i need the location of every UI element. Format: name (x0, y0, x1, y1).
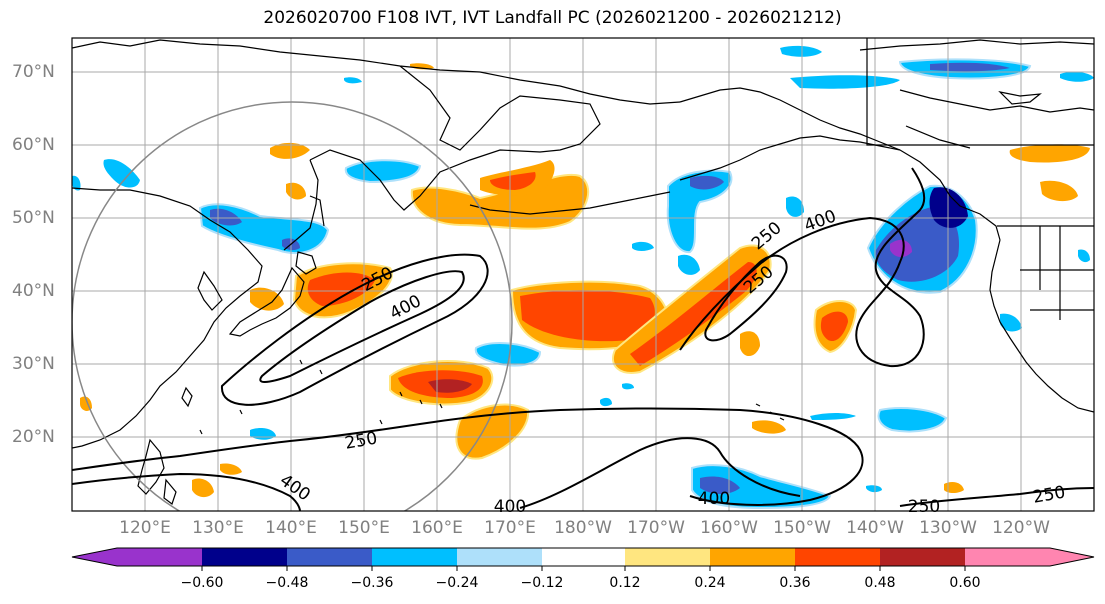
lon-label: 150°W (773, 518, 831, 538)
lon-label: 120°W (992, 518, 1050, 538)
colorbar-swatch (457, 548, 542, 566)
contour-label: 250 (343, 428, 378, 453)
colorbar-tick-label: −0.12 (520, 575, 564, 591)
contour-label: 400 (698, 489, 730, 509)
colorbar-extend-high (1050, 548, 1094, 566)
lat-label: 50°N (12, 208, 55, 228)
colorbar-tick-label: 0.24 (694, 575, 726, 591)
negative-anomaly-regions (72, 45, 1094, 510)
lat-label: 30°N (12, 354, 55, 374)
coastlines (72, 38, 1094, 505)
chart-title: 2026020700 F108 IVT, IVT Landfall PC (20… (263, 8, 842, 28)
lon-label: 130°E (192, 518, 244, 538)
lat-label: 70°N (12, 62, 55, 82)
colorbar-tick-label: 0.48 (864, 575, 896, 591)
lon-label: 180°W (554, 518, 612, 538)
colorbar (71, 547, 1095, 571)
radius-circle (72, 101, 513, 511)
colorbar-swatch (710, 548, 795, 566)
lon-label: 130°W (919, 518, 977, 538)
colorbar-swatch (625, 548, 710, 566)
colorbar-swatch (965, 548, 1050, 566)
colorbar-outline (71, 547, 1095, 567)
lat-label: 20°N (12, 427, 55, 447)
colorbar-extend-low (72, 548, 117, 566)
colorbar-swatch (117, 548, 202, 566)
lon-label: 170°E (484, 518, 536, 538)
colorbar-tick-label: −0.24 (435, 575, 479, 591)
colorbar-swatch (795, 548, 880, 566)
lon-label: 140°E (265, 518, 317, 538)
lon-label: 160°E (411, 518, 463, 538)
lon-label: 140°W (846, 518, 904, 538)
map-frame (71, 37, 1095, 512)
colorbar-tick-label: −0.60 (180, 575, 224, 591)
contour-label: 400 (387, 291, 425, 324)
lon-label: 170°W (627, 518, 685, 538)
colorbar-tick-label: 0.36 (779, 575, 811, 591)
lat-label: 60°N (12, 135, 55, 155)
colorbar-swatch (542, 548, 625, 566)
colorbar-tick-label: −0.48 (265, 575, 309, 591)
contour-label: 400 (494, 497, 526, 517)
colorbar-swatch (287, 548, 372, 566)
colorbar-swatch (880, 548, 965, 566)
gridlines (72, 38, 1094, 511)
colorbar-swatch (372, 548, 457, 566)
lon-label: 150°E (338, 518, 390, 538)
colorbar-tick-label: −0.36 (350, 575, 394, 591)
lat-label: 40°N (12, 281, 55, 301)
colorbar-swatch (202, 548, 287, 566)
ivt-contours (72, 167, 1094, 511)
colorbar-tick-label: 0.12 (609, 575, 641, 591)
colorbar-tick-label: 0.60 (949, 575, 981, 591)
contour-label: 250 (908, 497, 940, 517)
contour-label: 400 (802, 206, 839, 236)
lon-label: 120°E (119, 518, 171, 538)
contour-label: 250 (1031, 482, 1066, 507)
lon-label: 160°W (700, 518, 758, 538)
